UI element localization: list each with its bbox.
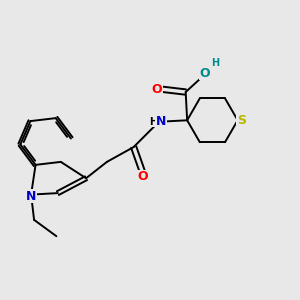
Text: O: O: [200, 67, 210, 80]
Text: O: O: [152, 82, 162, 96]
Text: N: N: [26, 190, 36, 202]
Text: S: S: [237, 114, 246, 127]
Text: H: H: [211, 58, 220, 68]
Text: N: N: [156, 115, 166, 128]
Text: O: O: [137, 170, 148, 183]
Text: H: H: [149, 117, 158, 127]
